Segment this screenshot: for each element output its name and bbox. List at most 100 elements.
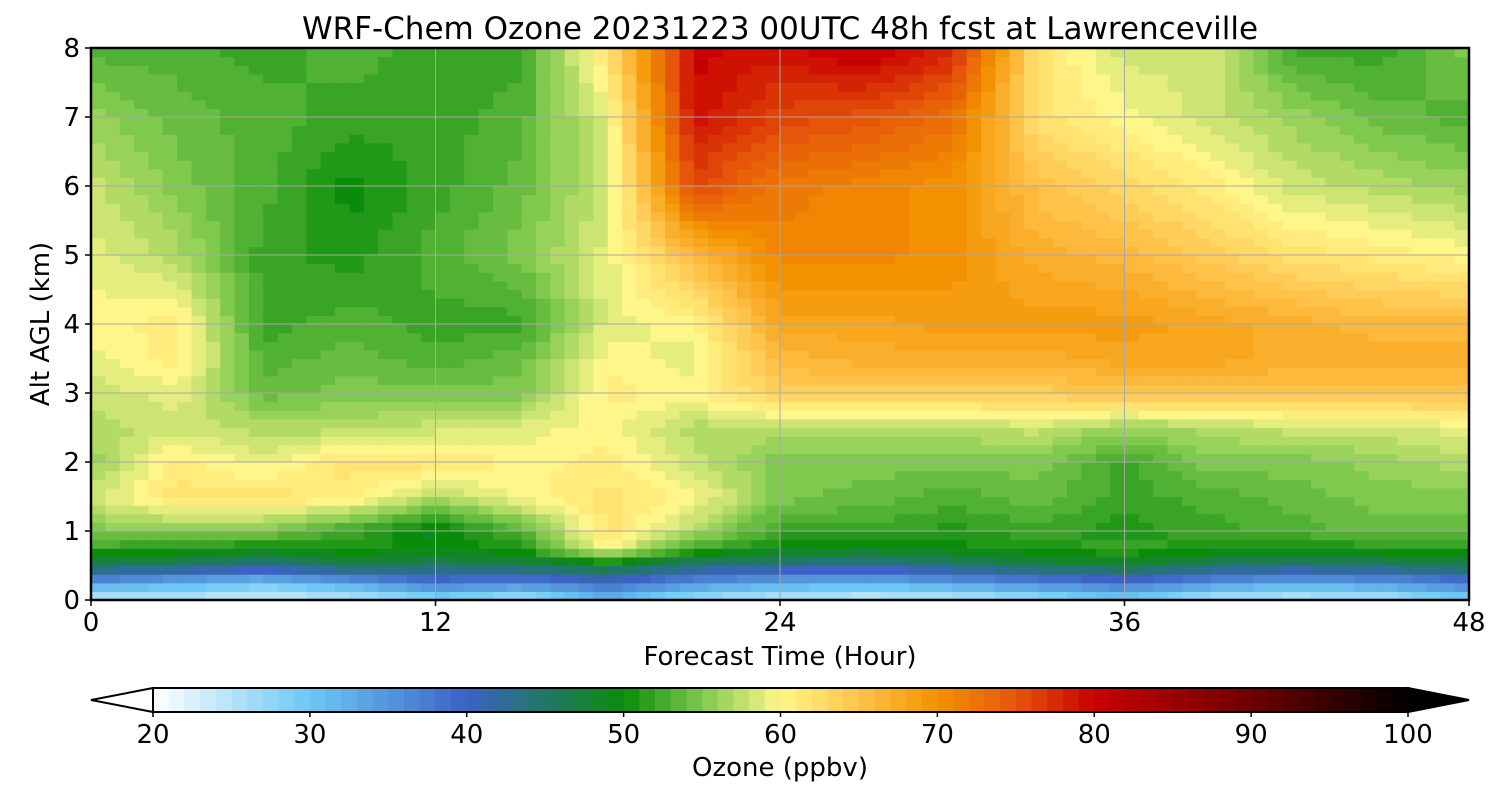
heatmap-cell	[1440, 574, 1456, 584]
heatmap-cell	[421, 565, 437, 575]
heatmap-cell	[535, 186, 551, 196]
heatmap-cell	[492, 298, 508, 308]
heatmap-cell	[1009, 556, 1025, 567]
heatmap-cell	[320, 505, 336, 515]
heatmap-cell	[1081, 349, 1097, 360]
heatmap-cell	[650, 315, 666, 325]
heatmap-cell	[162, 410, 178, 420]
heatmap-cell	[966, 436, 982, 446]
heatmap-cell	[794, 237, 810, 247]
heatmap-cell	[1138, 203, 1154, 213]
heatmap-cell	[1339, 574, 1355, 584]
heatmap-cell	[248, 315, 264, 325]
heatmap-cell	[1196, 194, 1212, 204]
heatmap-cell	[622, 410, 638, 420]
heatmap-cell	[1052, 168, 1068, 178]
heatmap-cell	[349, 418, 365, 429]
heatmap-cell	[349, 220, 365, 230]
heatmap-cell	[306, 513, 322, 523]
heatmap-cell	[708, 556, 724, 567]
heatmap-cell	[579, 470, 594, 480]
heatmap-cell	[823, 410, 839, 420]
heatmap-cell	[1081, 487, 1097, 498]
heatmap-cell	[535, 582, 551, 592]
heatmap-cell	[1167, 444, 1183, 454]
heatmap-cell	[665, 505, 681, 515]
heatmap-cell	[1268, 522, 1283, 532]
heatmap-cell	[1181, 591, 1197, 601]
heatmap-cell	[995, 418, 1011, 429]
heatmap-cell	[306, 272, 322, 282]
heatmap-cell	[162, 436, 178, 446]
heatmap-cell	[1167, 211, 1183, 222]
heatmap-cell	[220, 237, 236, 247]
heatmap-cell	[579, 246, 594, 256]
heatmap-cell	[91, 186, 106, 196]
heatmap-cell	[751, 401, 767, 411]
heatmap-cell	[593, 479, 609, 489]
heatmap-cell	[679, 298, 695, 308]
heatmap-cell	[952, 332, 968, 342]
heatmap-cell	[1311, 315, 1327, 325]
heatmap-cell	[1153, 513, 1169, 523]
heatmap-cell	[880, 418, 896, 429]
heatmap-cell	[378, 246, 394, 256]
heatmap-cell	[105, 393, 121, 403]
heatmap-cell	[966, 151, 982, 161]
heatmap-cell	[1296, 574, 1312, 584]
heatmap-cell	[449, 211, 465, 222]
heatmap-cell	[622, 556, 638, 567]
heatmap-cell	[220, 453, 236, 463]
heatmap-cell	[277, 513, 293, 523]
heatmap-cell	[693, 513, 709, 523]
heatmap-cell	[780, 574, 795, 584]
heatmap-cell	[234, 565, 250, 575]
heatmap-cell	[392, 168, 408, 178]
heatmap-cell	[923, 453, 939, 463]
heatmap-cell	[866, 565, 882, 575]
heatmap-cell	[980, 531, 996, 541]
heatmap-cell	[306, 479, 322, 489]
heatmap-cell	[837, 470, 853, 480]
heatmap-cell	[134, 186, 150, 196]
heatmap-cell	[851, 324, 867, 334]
heatmap-cell	[693, 186, 709, 196]
heatmap-cell	[722, 177, 738, 187]
heatmap-cell	[406, 513, 422, 523]
heatmap-cell	[1282, 229, 1298, 239]
heatmap-cell	[1425, 203, 1441, 213]
heatmap-cell	[1253, 591, 1269, 601]
heatmap-cell	[708, 496, 724, 506]
heatmap-cell	[263, 306, 279, 316]
heatmap-cell	[1009, 151, 1025, 161]
heatmap-cell	[622, 272, 638, 282]
heatmap-cell	[119, 237, 135, 247]
heatmap-cell	[105, 531, 121, 541]
heatmap-cell	[952, 168, 968, 178]
heatmap-cell	[880, 177, 896, 187]
heatmap-cell	[1440, 332, 1456, 342]
heatmap-cell	[1425, 384, 1441, 394]
heatmap-cell	[952, 531, 968, 541]
heatmap-cell	[1339, 211, 1355, 222]
heatmap-cell	[1038, 556, 1054, 567]
heatmap-cell	[449, 220, 465, 230]
heatmap-cell	[277, 324, 293, 334]
heatmap-cell	[1425, 306, 1441, 316]
heatmap-cell	[1009, 375, 1025, 385]
heatmap-cell	[191, 375, 207, 385]
heatmap-cell	[622, 548, 638, 558]
heatmap-cell	[607, 298, 623, 308]
heatmap-cell	[162, 513, 178, 523]
heatmap-cell	[1282, 505, 1298, 515]
heatmap-cell	[1052, 565, 1068, 575]
heatmap-cell	[1196, 539, 1212, 549]
heatmap-cell	[1038, 531, 1054, 541]
heatmap-cell	[808, 401, 824, 411]
heatmap-cell	[191, 410, 207, 420]
heatmap-cell	[349, 393, 365, 403]
heatmap-cell	[966, 272, 982, 282]
heatmap-cell	[1009, 522, 1025, 532]
heatmap-cell	[1425, 186, 1441, 196]
heatmap-cell	[636, 341, 652, 351]
